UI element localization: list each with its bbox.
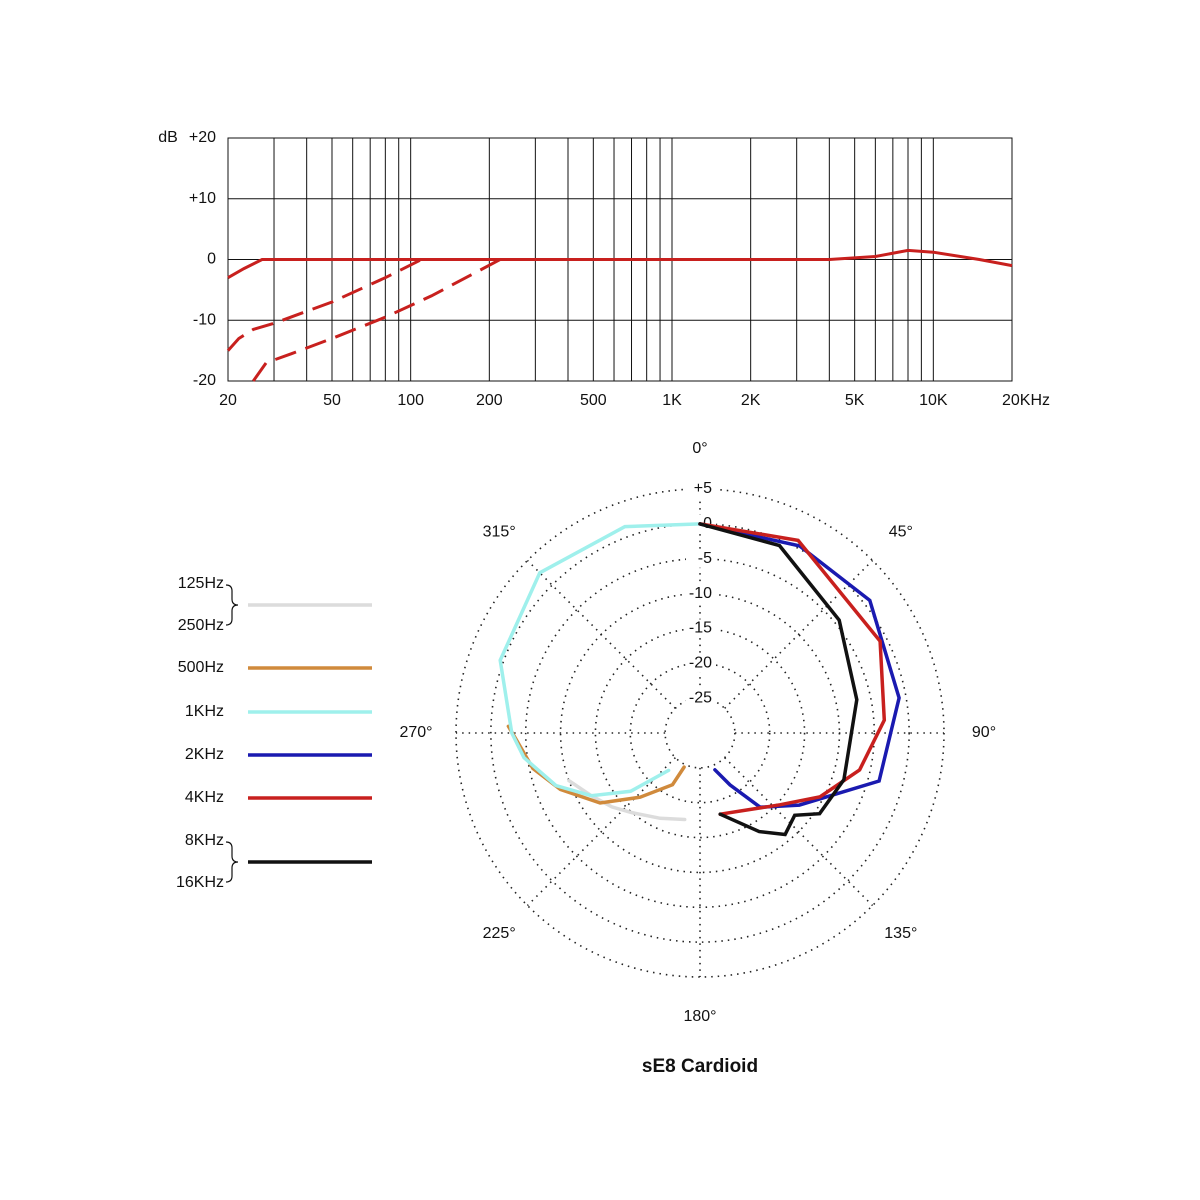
x-tick-label: 50 [323,392,341,409]
legend-label: 125Hz [178,575,224,592]
r-tick-label: +5 [694,480,712,497]
x-tick-label: 10K [919,392,948,409]
grid-circle [629,662,771,804]
legend-brace [225,584,239,626]
grid-spoke [724,757,874,907]
plot-frame [227,137,1013,382]
y-tick-label: +10 [189,190,216,207]
r-tick-label: -25 [689,689,712,706]
grid-spoke [526,559,676,709]
x-tick-label: 20 [219,392,237,409]
legend-label: 16KHz [176,874,224,891]
polar-line [498,522,702,798]
grid-spoke [526,757,676,907]
x-tick-label: 1K [662,392,682,409]
y-tick-label: 0 [207,251,216,268]
label-bg [686,584,716,603]
r-tick-label: -20 [689,655,712,672]
polar-line [698,522,859,837]
angle-label: 45° [889,523,913,540]
legend-label: 1KHz [185,703,224,720]
r-tick-label: -10 [689,585,712,602]
polar-line [698,522,887,816]
x-tick-label: 500 [580,392,607,409]
label-bg [686,689,716,708]
y-tick-label: +20 [189,129,216,146]
grid-circle [594,627,806,839]
legend-label: 500Hz [178,659,224,676]
label-bg [686,480,716,498]
response-line [252,258,501,382]
chart-title: sE8 Cardioid [642,1056,758,1077]
r-tick-label: -15 [689,620,712,637]
angle-label: 225° [483,925,516,942]
grid-circle [490,523,910,943]
legend-label: 250Hz [178,617,224,634]
label-bg [686,619,716,638]
angle-label: 315° [483,523,516,540]
angle-label: 180° [683,1008,716,1025]
angle-label: 135° [884,925,917,942]
legend-label: 4KHz [185,789,224,806]
grid-spoke [724,559,874,709]
angle-label: 270° [399,724,432,741]
grid-circle [524,557,876,909]
angle-label: 90° [972,724,996,741]
label-bg [686,549,716,568]
x-tick-label: 200 [476,392,503,409]
y-axis-label: dB [158,129,178,146]
response-line [227,248,1013,280]
response-line [226,258,423,352]
legend-label: 2KHz [185,746,224,763]
y-tick-label: -10 [193,311,216,328]
x-tick-label: 5K [845,392,865,409]
angle-label: 0° [692,440,707,457]
legend-brace [225,841,239,883]
r-tick-label: -5 [698,550,712,567]
y-tick-label: -20 [193,372,216,389]
legend-label: 8KHz [185,832,224,849]
polar-line [698,522,901,809]
x-tick-label: 100 [397,392,424,409]
x-tick-label: 20KHz [1002,392,1050,409]
label-bg [686,654,716,673]
x-tick-label: 2K [741,392,761,409]
